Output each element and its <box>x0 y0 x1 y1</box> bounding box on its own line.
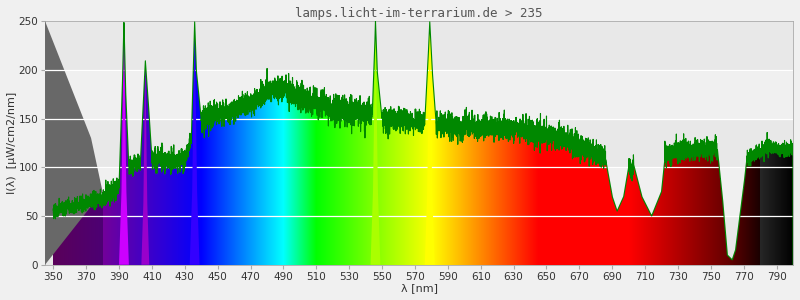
Y-axis label: I(λ)  [µW/cm2/nm]: I(λ) [µW/cm2/nm] <box>7 92 17 194</box>
Title: lamps.licht-im-terrarium.de > 235: lamps.licht-im-terrarium.de > 235 <box>295 7 542 20</box>
Bar <box>45 70 793 118</box>
Polygon shape <box>425 21 434 265</box>
Bar <box>45 167 793 216</box>
Polygon shape <box>45 21 102 265</box>
X-axis label: λ [nm]: λ [nm] <box>401 283 438 293</box>
Bar <box>45 216 793 265</box>
Polygon shape <box>119 21 129 265</box>
Bar <box>45 118 793 167</box>
Bar <box>45 21 793 70</box>
Polygon shape <box>190 21 199 265</box>
Polygon shape <box>142 60 150 265</box>
Polygon shape <box>370 21 381 265</box>
